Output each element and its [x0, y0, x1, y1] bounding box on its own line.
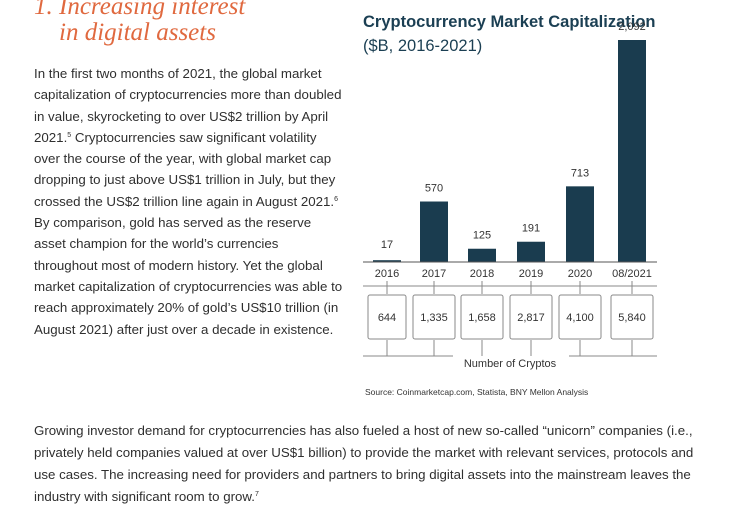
chart-source: Source: Coinmarketcap.com, Statista, BNY…: [365, 387, 589, 397]
x-tick-2017: 2017: [422, 268, 446, 280]
x-tick-labels-layer: 2016 2017 2018 2019 2020 08/2021: [375, 268, 652, 280]
number-of-cryptos-label: Number of Cryptos: [464, 358, 557, 370]
intro-text-b: Cryptocurrencies saw significant volatil…: [34, 129, 336, 209]
crypto-count-box-2019: [509, 294, 553, 340]
x-tick-2020: 2020: [568, 268, 592, 280]
intro-paragraph: In the first two months of 2021, the glo…: [34, 63, 344, 340]
crypto-count-2019: 2,817: [517, 312, 545, 324]
crypto-count-box-2017: [412, 294, 456, 340]
footnote-ref-7[interactable]: 7: [254, 491, 259, 498]
intro-text-c: By comparison, gold has served as the re…: [34, 215, 343, 337]
x-tick-2016: 2016: [375, 268, 399, 280]
bar-2017: [420, 201, 448, 262]
footnote-ref-5[interactable]: 5: [67, 131, 72, 139]
crypto-count-box-2020: [558, 294, 602, 340]
bar-08/2021: [618, 40, 646, 262]
crypto-count-08/2021: 5,840: [618, 312, 646, 324]
intro-text-a: In the first two months of 2021, the glo…: [34, 66, 342, 145]
bars-layer: [373, 40, 646, 262]
chart-title: Cryptocurrency Market Capitalization ($B…: [363, 10, 656, 58]
crypto-count-box-2018: [460, 294, 504, 340]
crypto-count-box-2016: [367, 294, 407, 340]
section-title: 1. Increasing interest in digital assets: [34, 0, 245, 46]
crypto-count-2018: 1,658: [468, 312, 496, 324]
market-cap-chart: 17 570 125 191 713 2,092 2016 2017 2018 2019 2020…: [363, 21, 657, 370]
value-label-2019: 191: [522, 223, 540, 235]
footnote-ref-6[interactable]: 6: [334, 195, 339, 203]
value-label-2016: 17: [381, 239, 393, 251]
crypto-count-2016: 644: [378, 312, 396, 324]
x-tick-08/2021: 08/2021: [612, 268, 652, 280]
x-tick-2018: 2018: [470, 268, 494, 280]
bar-2018: [468, 248, 496, 262]
closing-text: Growing investor demand for cryptocurren…: [34, 423, 694, 504]
crypto-count-box-08/2021: [610, 294, 654, 340]
bar-2019: [517, 241, 545, 262]
section-title-line-2: in digital assets: [59, 19, 216, 46]
chart-title-text: Cryptocurrency Market Capitalization: [363, 13, 656, 31]
bar-2016: [373, 260, 401, 262]
x-tick-2019: 2019: [519, 268, 543, 280]
section-title-line-1: 1. Increasing interest: [34, 0, 246, 20]
crypto-count-2020: 4,100: [566, 312, 594, 324]
value-label-2020: 713: [571, 167, 589, 179]
connector-layer: [363, 281, 657, 357]
value-label-08/2021: 2,092: [618, 21, 646, 33]
value-label-2018: 125: [473, 230, 491, 242]
value-label-2017: 570: [425, 183, 443, 195]
crypto-count-2017: 1,335: [420, 312, 448, 324]
bar-2020: [566, 186, 594, 262]
closing-paragraph: Growing investor demand for cryptocurren…: [34, 420, 714, 508]
chart-subtitle: ($B, 2016-2021): [363, 37, 483, 55]
crypto-count-boxes-layer: 644 1,335 1,658 2,817 4,100 5,840: [367, 294, 654, 340]
value-labels-layer: 17 570 125 191 713 2,092: [381, 21, 646, 251]
